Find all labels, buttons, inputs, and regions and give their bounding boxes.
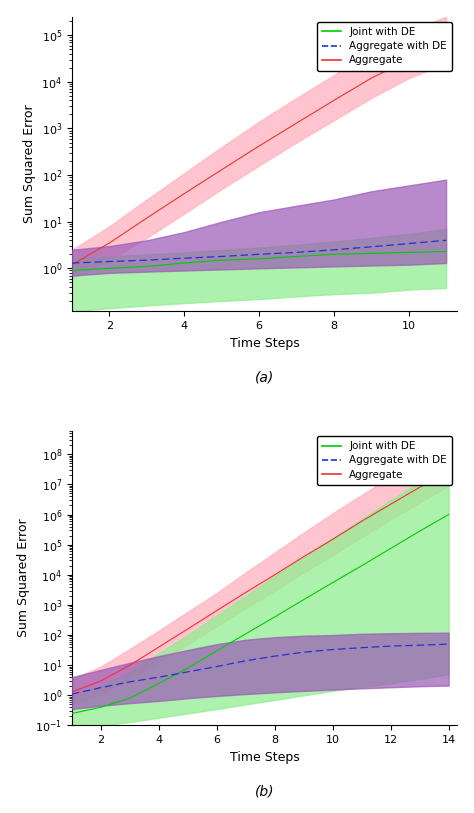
Text: (b): (b) [255,785,274,798]
X-axis label: Time Steps: Time Steps [230,750,300,763]
Y-axis label: Sum Squared Error: Sum Squared Error [23,105,36,224]
Legend: Joint with DE, Aggregate with DE, Aggregate: Joint with DE, Aggregate with DE, Aggreg… [317,436,452,485]
Legend: Joint with DE, Aggregate with DE, Aggregate: Joint with DE, Aggregate with DE, Aggreg… [317,22,452,71]
Text: (a): (a) [255,370,274,385]
Y-axis label: Sum Squared Error: Sum Squared Error [17,519,30,637]
X-axis label: Time Steps: Time Steps [230,337,300,350]
